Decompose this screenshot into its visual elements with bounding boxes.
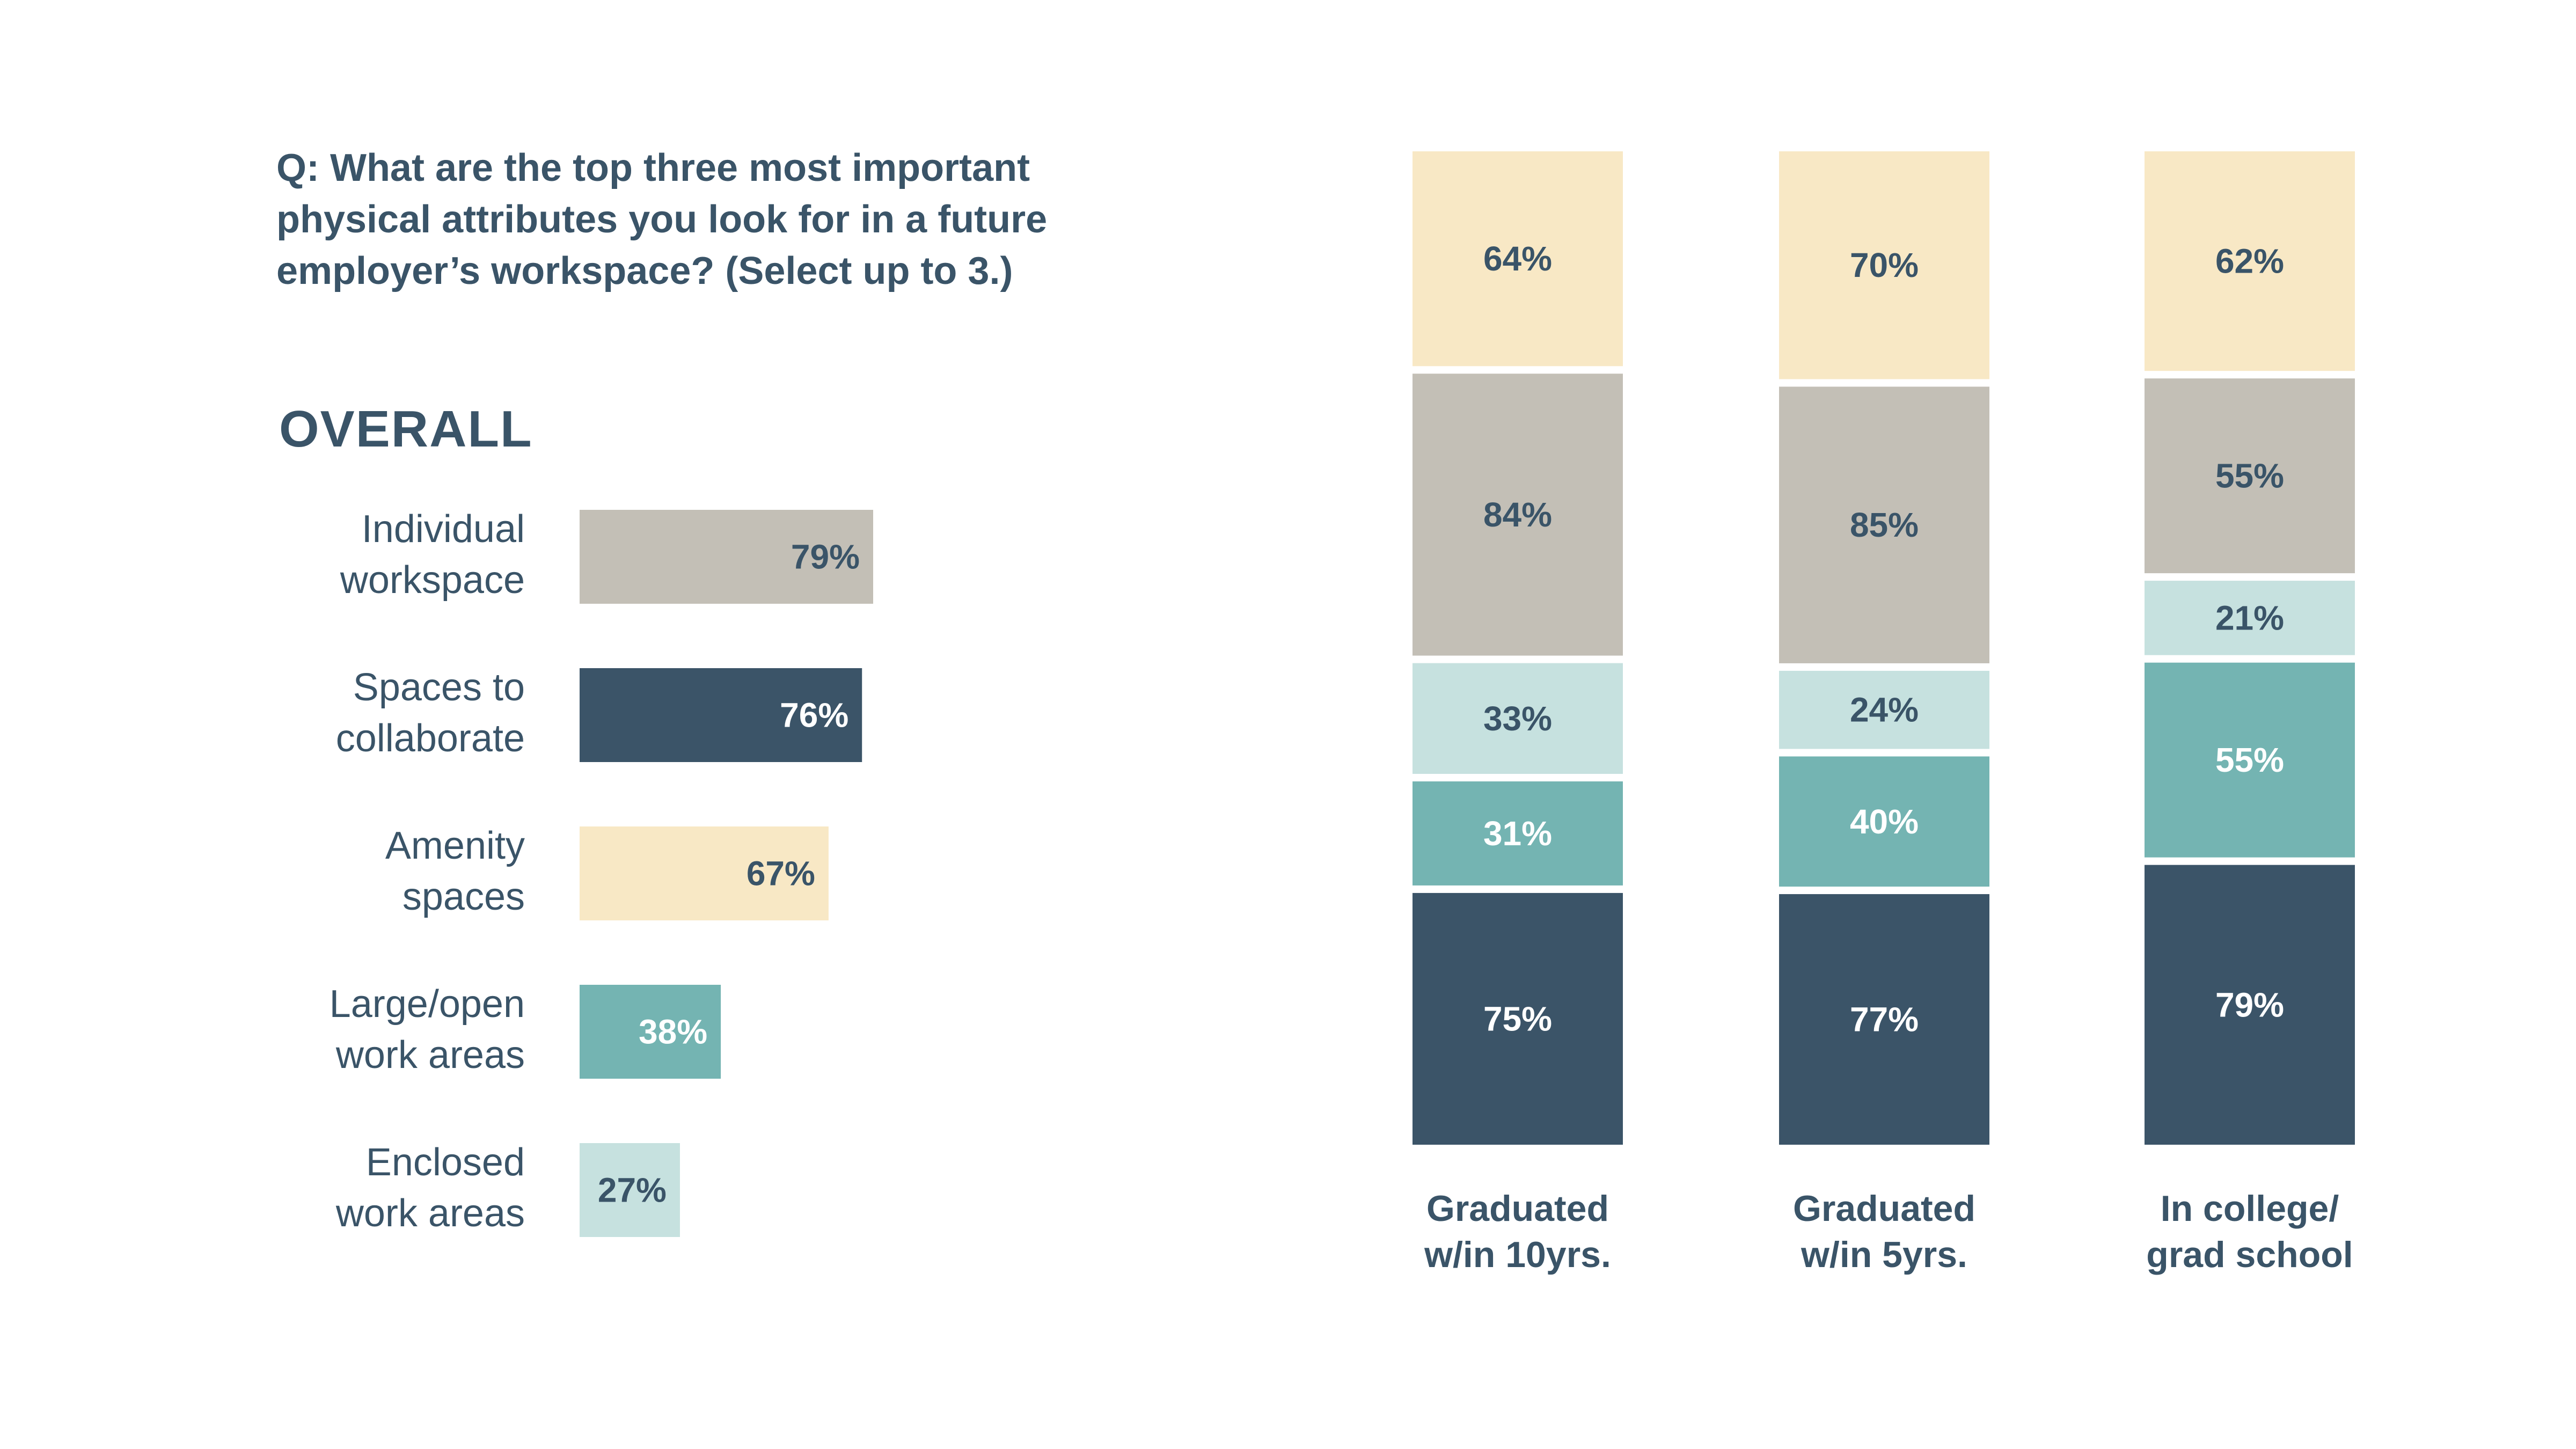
stacked-segment — [1779, 386, 1989, 663]
question-prefix: Q: — [276, 147, 319, 189]
stacked-segment-value: 55% — [2215, 457, 2284, 495]
stacked-segment-value: 40% — [1850, 802, 1919, 841]
stacked-segment — [1779, 151, 1989, 379]
overall-bar — [580, 1143, 680, 1237]
overall-bar-value: 76% — [780, 696, 848, 735]
question-text: Q: What are the top three most important… — [276, 142, 1189, 297]
stacked-segment-value: 24% — [1850, 691, 1919, 729]
stacked-segment-value: 84% — [1483, 495, 1552, 534]
stacked-category-label: w/in 10yrs. — [1424, 1234, 1611, 1275]
stacked-segment-value: 21% — [2215, 598, 2284, 637]
overall-bar-chart: 79% Individual workspace 76% Spaces to collab… — [330, 508, 873, 1237]
stacked-segment-value: 75% — [1483, 999, 1552, 1038]
overall-category-label: Individual — [362, 508, 525, 551]
stacked-segment — [2145, 581, 2355, 655]
overall-bar — [580, 668, 862, 762]
overall-category-label: Enclosed — [366, 1141, 525, 1184]
stacked-segment — [2145, 378, 2355, 574]
stacked-segment-value: 64% — [1483, 239, 1552, 278]
stacked-segment — [1413, 374, 1623, 656]
question-body: What are the top three most important ph… — [276, 147, 1048, 292]
stacked-segment — [2145, 151, 2355, 371]
stacked-category-label: Graduated — [1793, 1188, 1975, 1229]
stacked-segment-value: 77% — [1850, 1000, 1919, 1039]
overall-bar — [580, 985, 721, 1079]
stacked-category-label: grad school — [2146, 1234, 2353, 1275]
overall-bar-value: 67% — [747, 854, 815, 893]
stacked-segment — [1413, 892, 1623, 1145]
stacked-segment — [1779, 670, 1989, 749]
stacked-segment-value: 79% — [2215, 985, 2284, 1024]
overall-bar — [580, 826, 829, 920]
overall-category-label: spaces — [402, 875, 525, 918]
stacked-segment-value: 62% — [2215, 242, 2284, 281]
overall-bar-value: 38% — [639, 1013, 707, 1051]
stacked-category-label: Graduated — [1426, 1188, 1609, 1229]
stacked-segment — [2145, 662, 2355, 858]
overall-bar-value: 79% — [791, 538, 860, 576]
stacked-segment-value: 70% — [1850, 246, 1919, 284]
overall-category-label: Spaces to — [353, 666, 525, 709]
overall-bar — [580, 510, 873, 604]
overall-category-label: Amenity — [385, 824, 525, 867]
stacked-segment-value: 85% — [1850, 506, 1919, 544]
stacked-segment — [1413, 781, 1623, 885]
stacked-category-label: w/in 5yrs. — [1801, 1234, 1967, 1275]
stacked-segment-value: 31% — [1483, 814, 1552, 853]
stacked-segment-value: 55% — [2215, 741, 2284, 779]
stacked-segment — [1779, 894, 1989, 1145]
overall-category-label: work areas — [335, 1192, 525, 1235]
overall-category-label: collaborate — [336, 717, 525, 760]
overall-category-label: Large/open — [330, 983, 525, 1026]
overall-title: OVERALL — [279, 400, 533, 458]
stacked-segment-value: 33% — [1483, 699, 1552, 738]
overall-bar-value: 27% — [598, 1171, 667, 1210]
stacked-bar-chart: 64% 84% 33% 31% 75% Graduated w/in 10yrs. 70% 85… — [1413, 151, 2355, 1275]
overall-category-label: work areas — [335, 1034, 525, 1077]
overall-category-label: workspace — [340, 559, 525, 602]
stacked-segment — [1413, 151, 1623, 367]
stacked-segment — [1413, 663, 1623, 774]
stacked-category-label: In college/ — [2161, 1188, 2339, 1229]
stacked-segment — [1779, 756, 1989, 887]
stacked-segment — [2145, 865, 2355, 1145]
